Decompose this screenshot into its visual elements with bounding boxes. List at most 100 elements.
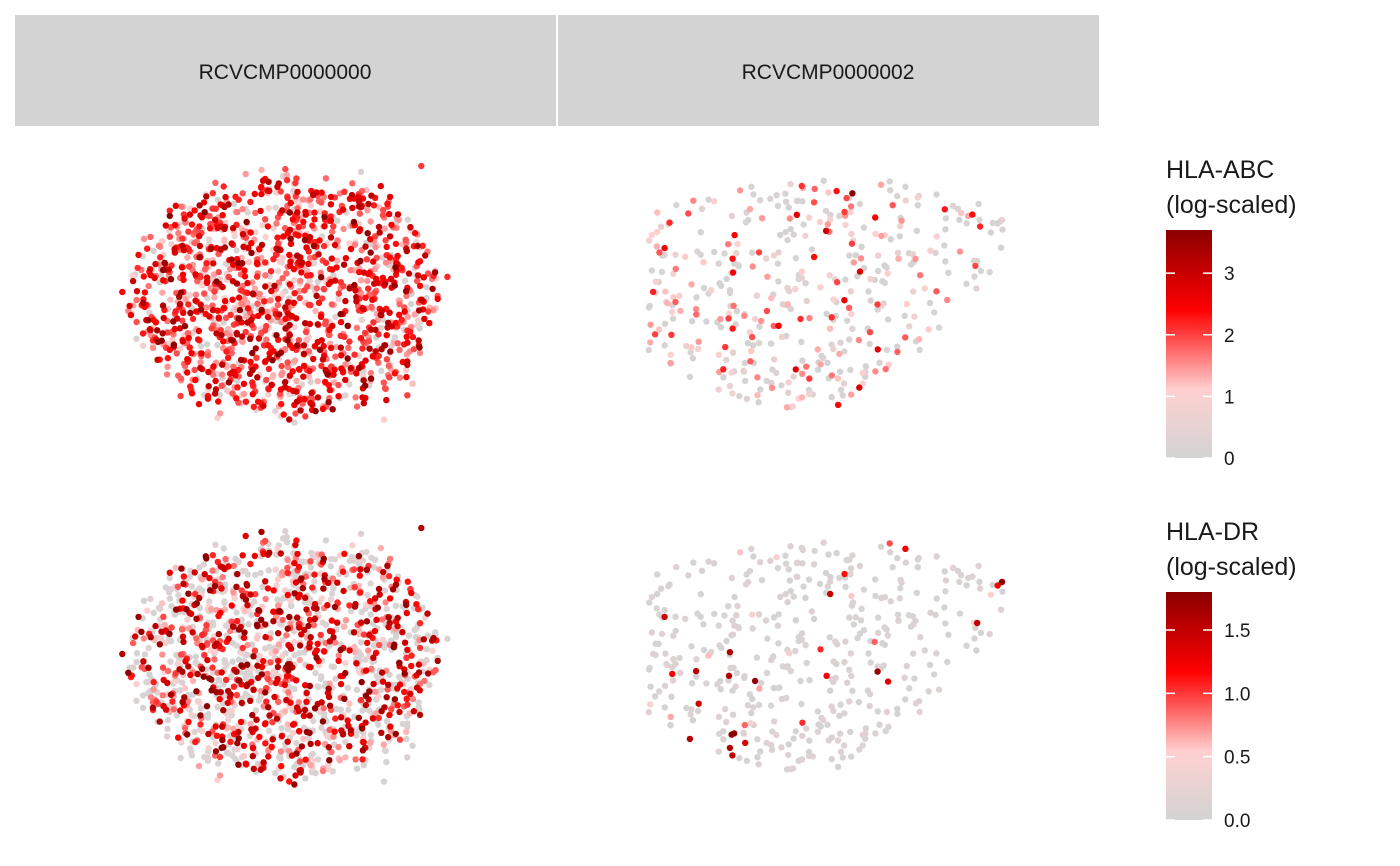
cell-point (773, 192, 780, 199)
cell-point (275, 180, 282, 187)
legend-1-tick-label: 2 (1224, 326, 1235, 347)
cell-point (245, 621, 252, 628)
cell-point (370, 654, 377, 661)
cell-point (359, 756, 366, 763)
cell-point (279, 290, 286, 298)
cell-point (159, 692, 166, 699)
cell-point (915, 336, 923, 343)
cell-point (403, 735, 410, 743)
cell-point (203, 555, 210, 562)
cell-point (782, 198, 790, 205)
cell-point (180, 276, 187, 284)
cell-point (386, 254, 394, 261)
cell-point (882, 365, 889, 373)
cell-point (235, 761, 242, 768)
cell-point (234, 384, 241, 391)
cell-point (130, 664, 137, 671)
cell-point (272, 204, 279, 211)
cell-point (264, 585, 272, 592)
cell-point (375, 714, 382, 722)
cell-point (309, 584, 316, 591)
cell-point (198, 214, 206, 221)
cell-point (393, 576, 400, 583)
cell-point (723, 718, 730, 726)
cell-point (222, 555, 229, 563)
cell-point (163, 733, 171, 740)
cell-point (201, 266, 209, 273)
cell-point (755, 399, 762, 406)
cell-point (971, 273, 978, 280)
cell-point (898, 217, 905, 224)
cell-point (790, 231, 797, 238)
cell-point (300, 362, 308, 369)
cell-point (140, 299, 147, 307)
cell-point (230, 363, 237, 370)
cell-point (334, 257, 341, 264)
cell-point (254, 662, 261, 669)
cell-point (265, 205, 272, 212)
cell-point (138, 628, 145, 635)
cell-point (244, 681, 251, 688)
cell-point (976, 216, 983, 223)
cell-point (301, 599, 309, 606)
cell-point (366, 631, 373, 639)
cell-point (322, 378, 329, 386)
cell-point (213, 278, 220, 285)
cell-point (244, 279, 251, 287)
cell-point (362, 692, 370, 699)
cell-point (999, 226, 1006, 233)
cell-point (401, 639, 409, 646)
cell-point (205, 383, 212, 390)
cell-point (166, 569, 173, 576)
cell-point (688, 281, 695, 288)
cell-point (335, 295, 342, 303)
cell-point (989, 581, 996, 589)
cell-point (203, 260, 210, 267)
cell-point (346, 647, 353, 654)
cell-point (258, 190, 265, 198)
cell-point (300, 735, 307, 742)
cell-point (133, 680, 140, 688)
cell-point (327, 563, 335, 570)
cell-point (362, 382, 369, 389)
cell-point (320, 704, 327, 712)
cell-point (800, 221, 807, 228)
cell-point (364, 277, 371, 285)
cell-point (362, 294, 369, 301)
cell-point (274, 301, 282, 309)
cell-point (213, 732, 221, 739)
cell-point (218, 382, 225, 389)
cell-point (264, 308, 271, 315)
cell-point (799, 732, 806, 739)
cell-point (359, 747, 367, 754)
cell-point (229, 296, 236, 303)
cell-point (793, 573, 800, 580)
cell-point (695, 700, 702, 707)
cell-point (722, 705, 729, 713)
cell-point (222, 193, 229, 201)
cell-point (779, 663, 787, 670)
cell-point (311, 705, 319, 712)
cell-point (989, 219, 996, 227)
cell-point (359, 394, 366, 401)
cell-point (694, 248, 701, 255)
cell-point (315, 299, 323, 306)
cell-point (757, 317, 765, 325)
cell-point (251, 598, 258, 605)
cell-point (419, 242, 426, 249)
cell-point (278, 724, 285, 732)
facet-strip-2-label: RCVCMP0000002 (742, 61, 915, 84)
cell-point (339, 568, 347, 575)
cell-point (351, 281, 358, 289)
cell-point (921, 285, 928, 292)
facet-strips: RCVCMP0000000 RCVCMP0000002 (15, 15, 1099, 126)
cell-point (140, 235, 148, 242)
cell-point (286, 321, 293, 329)
cell-point (763, 739, 770, 747)
cell-point (336, 757, 343, 764)
cell-point (825, 551, 832, 558)
cell-point (683, 342, 690, 350)
cell-point (661, 704, 668, 711)
cell-point (300, 373, 307, 380)
